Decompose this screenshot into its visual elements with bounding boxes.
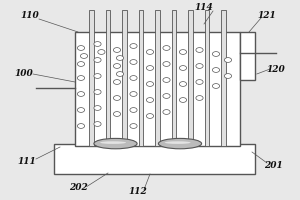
Circle shape (77, 92, 85, 96)
Circle shape (116, 72, 124, 76)
Circle shape (94, 42, 101, 46)
Circle shape (130, 92, 137, 96)
Circle shape (94, 58, 101, 62)
Circle shape (94, 74, 101, 78)
Circle shape (80, 54, 88, 58)
Circle shape (146, 98, 154, 102)
Circle shape (196, 64, 203, 68)
Bar (89, 10, 94, 146)
Circle shape (163, 110, 170, 114)
Circle shape (179, 66, 187, 70)
Circle shape (179, 82, 187, 86)
Circle shape (179, 98, 187, 102)
Bar (75, 32, 240, 146)
Circle shape (224, 74, 232, 78)
Circle shape (163, 94, 170, 98)
Bar (122, 10, 127, 146)
Circle shape (113, 112, 121, 116)
Circle shape (130, 44, 137, 48)
Ellipse shape (158, 138, 202, 149)
Circle shape (163, 62, 170, 66)
Text: 114: 114 (195, 3, 213, 12)
Bar (54, 144, 255, 174)
Circle shape (196, 96, 203, 100)
Circle shape (212, 52, 220, 56)
Bar (240, 32, 255, 80)
Circle shape (113, 48, 121, 52)
Ellipse shape (100, 141, 126, 144)
Circle shape (163, 46, 170, 50)
Ellipse shape (94, 138, 137, 149)
Circle shape (94, 106, 101, 110)
Bar (155, 10, 160, 146)
Circle shape (116, 56, 124, 60)
Text: 202: 202 (69, 184, 87, 192)
Bar (221, 10, 226, 146)
Text: 121: 121 (258, 11, 276, 21)
Circle shape (77, 124, 85, 128)
Circle shape (212, 68, 220, 72)
Bar (188, 10, 193, 146)
Circle shape (94, 122, 101, 126)
Text: 120: 120 (267, 66, 285, 74)
Bar (139, 10, 143, 146)
Circle shape (146, 50, 154, 54)
Circle shape (77, 108, 85, 112)
Circle shape (146, 82, 154, 86)
Circle shape (130, 124, 137, 128)
Text: 110: 110 (21, 11, 39, 21)
Circle shape (113, 80, 121, 84)
Bar (205, 10, 209, 146)
Bar (172, 10, 176, 146)
Circle shape (196, 48, 203, 52)
Circle shape (212, 84, 220, 88)
Circle shape (98, 50, 105, 54)
Circle shape (130, 60, 137, 64)
Ellipse shape (165, 141, 190, 144)
Circle shape (77, 62, 85, 66)
Circle shape (77, 46, 85, 50)
Circle shape (77, 76, 85, 80)
Circle shape (146, 66, 154, 70)
Circle shape (113, 96, 121, 100)
Text: 111: 111 (18, 156, 36, 166)
Circle shape (146, 114, 154, 118)
Circle shape (130, 108, 137, 112)
Circle shape (130, 76, 137, 80)
Text: 100: 100 (15, 70, 33, 78)
Circle shape (224, 58, 232, 62)
Circle shape (179, 50, 187, 54)
Text: 201: 201 (264, 160, 282, 170)
Circle shape (94, 90, 101, 94)
Circle shape (196, 80, 203, 84)
Bar (106, 10, 110, 146)
Circle shape (113, 64, 121, 68)
Text: 112: 112 (129, 188, 147, 196)
Circle shape (163, 78, 170, 82)
